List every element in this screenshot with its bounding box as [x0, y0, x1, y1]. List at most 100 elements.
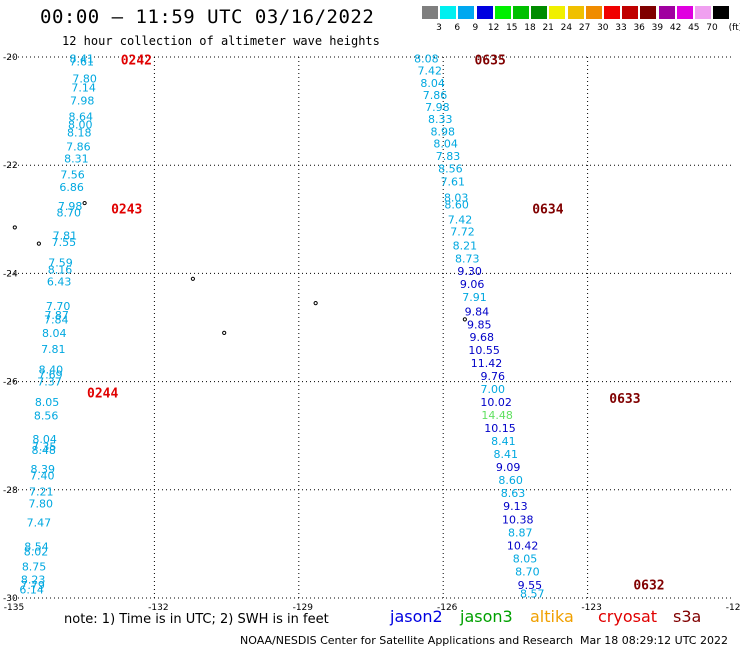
island-marker — [12, 225, 17, 230]
island-marker — [190, 276, 196, 281]
pass-time-label: 0635 — [474, 54, 505, 69]
wave-height-label: 8.57 — [520, 588, 545, 601]
lat-tick-label: -26 — [3, 378, 18, 388]
wave-height-label: 10.15 — [484, 422, 516, 435]
wave-height-label: 8.08 — [414, 53, 439, 66]
wave-height-label: 8.05 — [513, 553, 538, 566]
lon-tick-label: -135 — [4, 603, 24, 613]
legend-bin-label: 39 — [651, 23, 664, 33]
wave-height-label: 8.75 — [22, 561, 47, 574]
lat-tick-label: -30 — [3, 594, 18, 604]
lat-tick-label: -20 — [3, 53, 18, 63]
wave-height-label: 11.42 — [471, 357, 503, 370]
wave-height-label: 7.61 — [441, 175, 466, 188]
wave-height-label: 8.40 — [39, 364, 64, 377]
wave-height-label: 7.98 — [425, 101, 450, 114]
wave-height-label: 9.55 — [518, 579, 543, 592]
wave-height-label: 7.61 — [69, 55, 94, 68]
legend-bin-label: 70 — [706, 23, 718, 33]
wave-height-label: 9.09 — [496, 461, 521, 474]
wave-height-label: 8.73 — [455, 252, 480, 265]
pass-time-label: 0244 — [87, 386, 118, 401]
page-title: 00:00 – 11:59 UTC 03/16/2022 — [40, 6, 375, 28]
wave-height-label: 7.14 — [71, 81, 96, 94]
legend-swatch — [549, 6, 566, 19]
wave-height-label: 7.70 — [46, 300, 71, 313]
wave-height-label: 8.02 — [24, 545, 49, 558]
wave-height-label: 9.30 — [457, 265, 482, 278]
wave-height-label: 7.69 — [38, 369, 63, 382]
wave-height-label: 10.02 — [480, 396, 512, 409]
lon-tick-label: -123 — [581, 603, 601, 613]
wave-height-label: 7.86 — [66, 140, 91, 153]
legend-swatch — [458, 6, 475, 19]
legend-swatch — [494, 6, 511, 19]
wave-height-label: 7.98 — [70, 94, 95, 107]
legend-bin-label: 18 — [524, 23, 536, 33]
wave-height-label: 8.18 — [67, 127, 92, 140]
wave-height-label: 8.41 — [69, 53, 94, 66]
wave-height-label: 7.37 — [37, 376, 62, 389]
wave-height-label: 9.85 — [467, 318, 492, 331]
wave-height-label: 8.39 — [30, 463, 55, 476]
wave-height-label: 6.14 — [19, 583, 44, 596]
wave-height-label: 7.72 — [450, 226, 475, 239]
lon-tick-label: -129 — [293, 603, 314, 613]
wave-height-label: 7.83 — [436, 150, 461, 163]
legend-swatch — [676, 6, 693, 19]
wave-height-label: 7.79 — [20, 579, 45, 592]
wave-height-label: 9.84 — [465, 305, 490, 318]
credit-line: NOAA/NESDIS Center for Satellite Applica… — [240, 634, 574, 647]
wave-height-label: 8.98 — [430, 126, 455, 139]
wave-height-label: 8.23 — [21, 574, 46, 587]
legend-swatch — [695, 6, 711, 19]
lon-tick-label: -120 — [726, 603, 740, 613]
wave-height-label: 7.42 — [448, 213, 473, 226]
legend-bin-label: 15 — [506, 23, 518, 33]
wave-height-label: 6.86 — [59, 181, 84, 194]
wave-height-label: 8.64 — [69, 111, 94, 124]
legend-bin-label: 27 — [578, 23, 591, 33]
legend-swatch — [440, 6, 457, 19]
generated-timestamp: Mar 18 08:29:12 UTC 2022 — [580, 634, 728, 647]
legend-bin-label: 12 — [487, 23, 500, 33]
wave-height-label: 7.00 — [481, 383, 506, 396]
legend-swatch — [713, 6, 730, 19]
wave-height-label: 9.06 — [460, 278, 485, 291]
wave-height-label: 8.60 — [498, 474, 523, 487]
island-marker — [462, 317, 467, 322]
legend-swatch — [422, 6, 438, 19]
island-marker — [222, 330, 227, 336]
legend-swatch — [585, 6, 602, 19]
wave-height-label: 7.47 — [27, 516, 52, 529]
wave-height-label: 7.81 — [41, 343, 66, 356]
wave-height-label: 7.81 — [53, 230, 78, 243]
pass-time-label: 0243 — [111, 202, 142, 217]
legend-bin-label: 24 — [560, 23, 573, 33]
lon-tick-label: -132 — [148, 603, 168, 613]
wave-height-label: 7.91 — [462, 291, 487, 304]
wave-height-label: 8.87 — [508, 527, 533, 540]
wave-height-label: 8.31 — [64, 153, 89, 166]
wave-height-label: 8.03 — [444, 192, 469, 205]
wave-height-label: 8.54 — [24, 541, 49, 554]
legend-bin-label: 36 — [633, 23, 645, 33]
wave-height-label: 8.56 — [34, 410, 59, 423]
lon-tick-label: -126 — [437, 603, 458, 613]
lat-tick-label: -24 — [3, 269, 18, 279]
wave-height-label: 8.56 — [438, 162, 463, 175]
legend-bin-label: 6 — [454, 23, 461, 33]
wave-height-label: 8.70 — [56, 206, 81, 219]
wave-height-label: 7.86 — [423, 89, 448, 102]
island-marker — [313, 301, 318, 306]
legend-s3a: s3a — [673, 607, 702, 626]
legend-swatch — [513, 6, 529, 19]
wave-height-label: 7.40 — [30, 470, 55, 483]
legend-cryosat: cryosat — [598, 607, 658, 626]
wave-height-label: 8.04 — [32, 433, 57, 446]
wave-height-label: 9.68 — [469, 331, 494, 344]
legend-bin-label: 42 — [669, 23, 682, 33]
pass-time-label: 0633 — [609, 392, 640, 407]
wave-height-label: 8.04 — [420, 77, 445, 90]
